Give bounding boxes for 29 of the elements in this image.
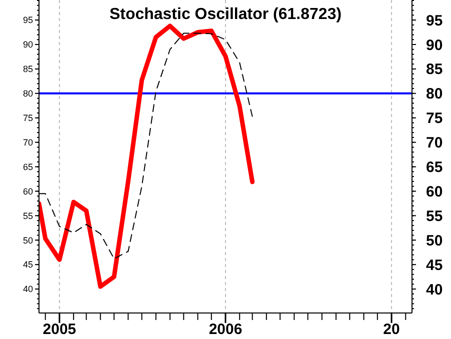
x-tick-label: 2005 bbox=[42, 321, 76, 338]
line-series bbox=[39, 24, 255, 289]
y-tick-label: 65 bbox=[22, 162, 33, 172]
y2-tick-label: 45 bbox=[426, 256, 443, 274]
y2-tick-label: 55 bbox=[426, 208, 443, 225]
y2-tick-label: 95 bbox=[426, 12, 443, 30]
y2-tick-label: 60 bbox=[426, 183, 443, 200]
y-tick-label: 50 bbox=[22, 235, 33, 246]
y2-tick-label: 85 bbox=[426, 61, 443, 78]
chart-title: Stochastic Oscillator (61.8723) bbox=[109, 6, 342, 23]
y-tick-label: 45 bbox=[22, 260, 33, 270]
y2-tick-label: 80 bbox=[426, 86, 443, 103]
y2-tick-label: 65 bbox=[426, 159, 443, 176]
y2-tick-label: 40 bbox=[426, 281, 443, 298]
y2-tick-label: 90 bbox=[426, 36, 443, 54]
x-tick-label: 2006 bbox=[208, 321, 242, 338]
y-tick-label: 60 bbox=[22, 186, 33, 196]
y-tick-label: 85 bbox=[22, 64, 33, 74]
y2-tick-label: 50 bbox=[426, 232, 443, 250]
y-tick-label: 80 bbox=[22, 88, 33, 99]
y-tick-label: 55 bbox=[22, 210, 33, 221]
y-tick-label: 95 bbox=[22, 15, 33, 26]
y-tick-label: 40 bbox=[22, 284, 33, 294]
y-tick-label: 75 bbox=[22, 113, 33, 124]
y-tick-label: 70 bbox=[22, 137, 33, 148]
y2-tick-label: 75 bbox=[426, 110, 443, 128]
y2-tick-label: 70 bbox=[426, 134, 443, 152]
y-tick-label: 90 bbox=[22, 40, 33, 50]
x-tick-label: 20 bbox=[383, 321, 400, 338]
